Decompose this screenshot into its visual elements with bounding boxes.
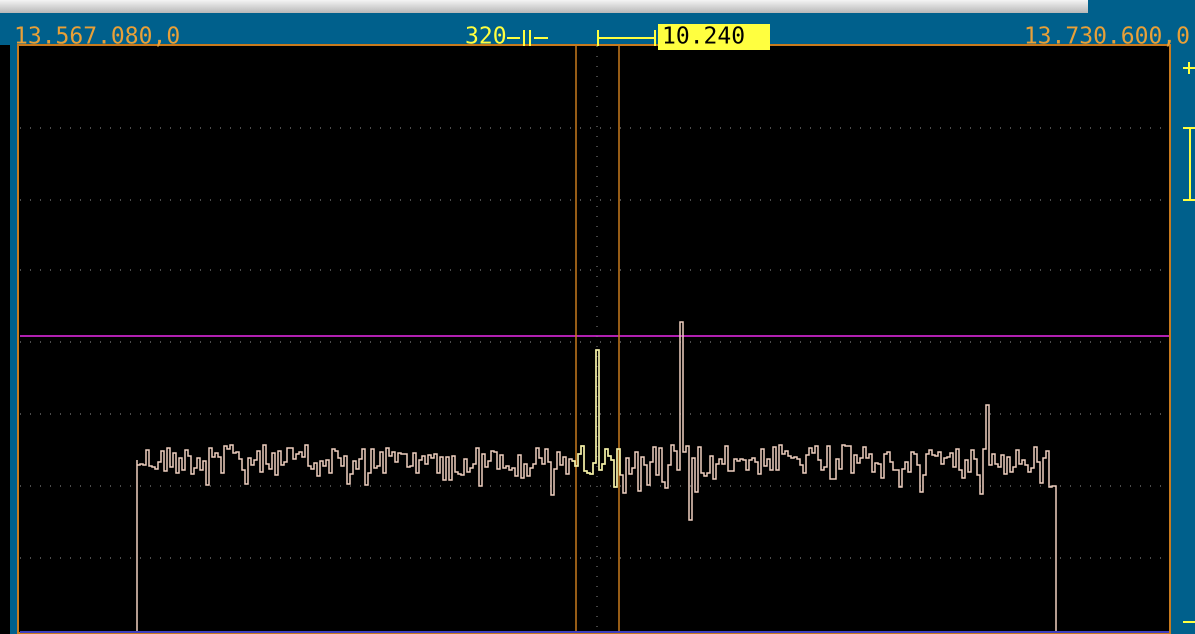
display xyxy=(17,44,1171,634)
end-frequency: 13.730.600,0 xyxy=(1024,24,1190,50)
span-box xyxy=(658,24,770,50)
spectrum-trace-selected xyxy=(572,349,621,488)
level-markers xyxy=(1183,62,1195,623)
left-edge xyxy=(0,45,10,634)
span-icon xyxy=(597,30,656,46)
step-value: 320 xyxy=(465,24,507,50)
top-strip xyxy=(0,0,1088,13)
step-icon xyxy=(507,30,548,46)
span-value: 10.240 xyxy=(662,24,745,50)
start-frequency: 13.567.080,0 xyxy=(14,24,180,50)
